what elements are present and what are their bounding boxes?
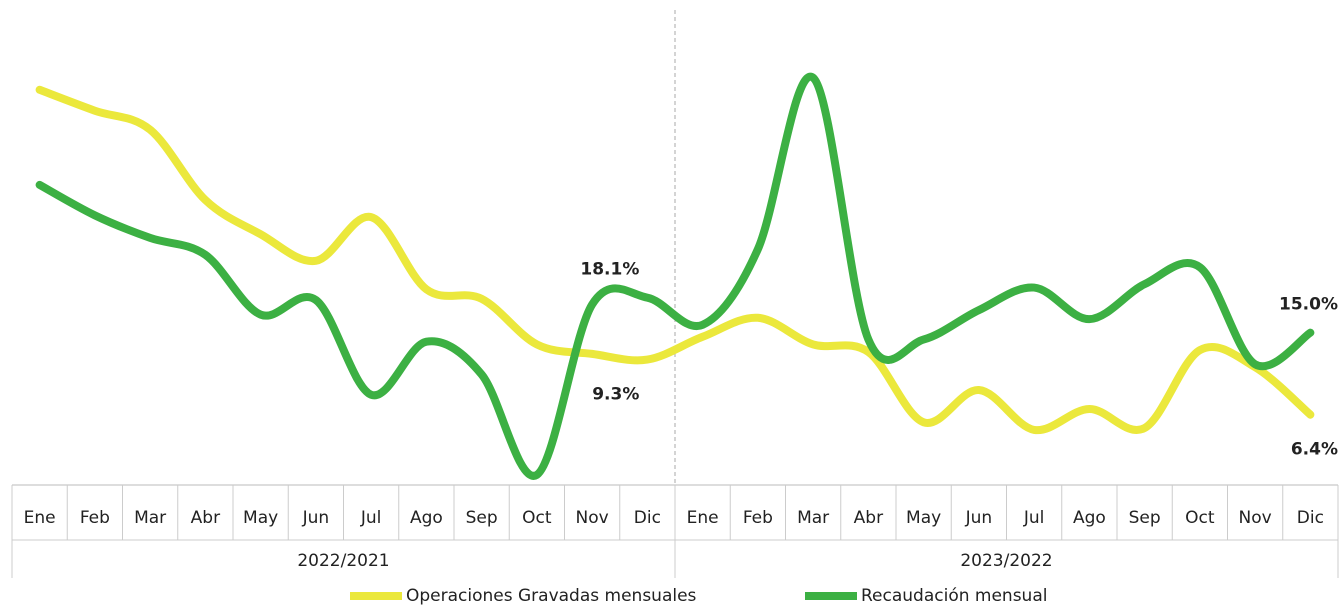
x-tick-label: Ago — [410, 508, 443, 528]
x-tick-label: May — [906, 508, 941, 528]
x-tick-label: Dic — [634, 508, 661, 528]
x-tick-label: Ago — [1073, 508, 1106, 528]
x-tick-label: Sep — [466, 508, 498, 528]
series-line — [35, 85, 1315, 435]
legend-label: Operaciones Gravadas mensuales — [406, 586, 697, 606]
x-tick-label: May — [243, 508, 278, 528]
x-tick-label: Abr — [191, 508, 220, 528]
x-tick-label: Feb — [743, 508, 773, 528]
x-tick-label: Nov — [576, 508, 609, 528]
x-tick-label: Mar — [134, 508, 166, 528]
x-tick-label: Abr — [854, 508, 883, 528]
value-label: 15.0% — [1279, 295, 1338, 315]
value-label: 6.4% — [1291, 440, 1338, 460]
x-tick-label: Ene — [687, 508, 719, 528]
legend-label: Recaudación mensual — [861, 586, 1047, 606]
value-label: 18.1% — [580, 260, 639, 280]
x-tick-label: Dic — [1297, 508, 1324, 528]
x-tick-label: Sep — [1129, 508, 1161, 528]
group-label: 2022/2021 — [297, 551, 389, 571]
x-tick-label: Oct — [1185, 508, 1215, 528]
value-label: 9.3% — [592, 385, 639, 405]
x-tick-label: Jun — [965, 508, 993, 528]
x-tick-label: Jun — [302, 508, 330, 528]
group-label: 2023/2022 — [960, 551, 1052, 571]
x-tick-label: Nov — [1239, 508, 1272, 528]
x-tick-label: Jul — [360, 508, 382, 528]
series-line — [35, 72, 1315, 480]
x-tick-label: Feb — [80, 508, 110, 528]
x-tick-label: Mar — [797, 508, 829, 528]
x-tick-label: Jul — [1023, 508, 1045, 528]
x-tick-label: Ene — [24, 508, 56, 528]
x-tick-label: Oct — [522, 508, 552, 528]
